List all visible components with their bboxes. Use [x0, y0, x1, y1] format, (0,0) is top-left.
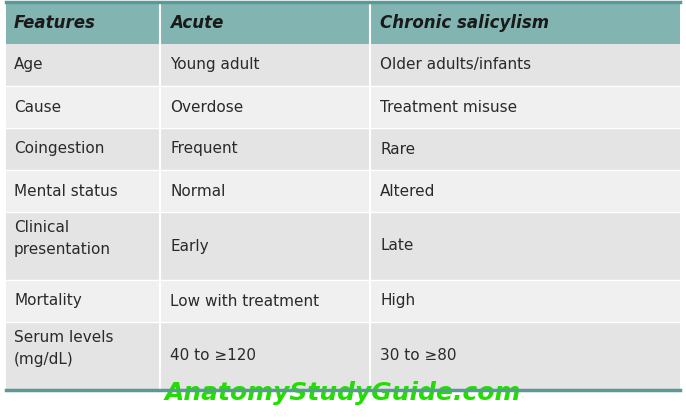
Text: Rare: Rare	[380, 142, 415, 156]
Bar	[6, 86, 680, 128]
Bar	[6, 280, 680, 322]
Bar	[6, 128, 680, 170]
Text: Late: Late	[380, 239, 414, 253]
Text: Older adults/infants: Older adults/infants	[380, 58, 531, 72]
Text: Clinical
presentation: Clinical presentation	[14, 220, 111, 257]
Text: High: High	[380, 293, 415, 308]
Text: Mental status: Mental status	[14, 184, 118, 199]
Text: Early: Early	[170, 239, 209, 253]
Text: Chronic salicylism: Chronic salicylism	[380, 14, 549, 32]
Text: Mortality: Mortality	[14, 293, 82, 308]
Bar	[6, 170, 680, 212]
Bar	[6, 2, 680, 44]
Text: Overdose: Overdose	[170, 99, 244, 115]
Text: Low with treatment: Low with treatment	[170, 293, 319, 308]
Text: Age: Age	[14, 58, 44, 72]
Text: Features: Features	[14, 14, 96, 32]
Text: Young adult: Young adult	[170, 58, 259, 72]
Text: Normal: Normal	[170, 184, 226, 199]
Text: Altered: Altered	[380, 184, 436, 199]
Text: Coingestion: Coingestion	[14, 142, 104, 156]
Bar	[6, 44, 680, 86]
Text: 40 to ≥120: 40 to ≥120	[170, 349, 256, 364]
Text: 30 to ≥80: 30 to ≥80	[380, 349, 456, 364]
Text: Frequent: Frequent	[170, 142, 237, 156]
Text: Acute: Acute	[170, 14, 224, 32]
Bar	[6, 322, 680, 390]
Text: AnatomyStudyGuide.com: AnatomyStudyGuide.com	[165, 381, 521, 405]
Text: Treatment misuse: Treatment misuse	[380, 99, 517, 115]
Bar	[6, 212, 680, 280]
Text: Serum levels
(mg/dL): Serum levels (mg/dL)	[14, 330, 113, 367]
Text: Cause: Cause	[14, 99, 61, 115]
